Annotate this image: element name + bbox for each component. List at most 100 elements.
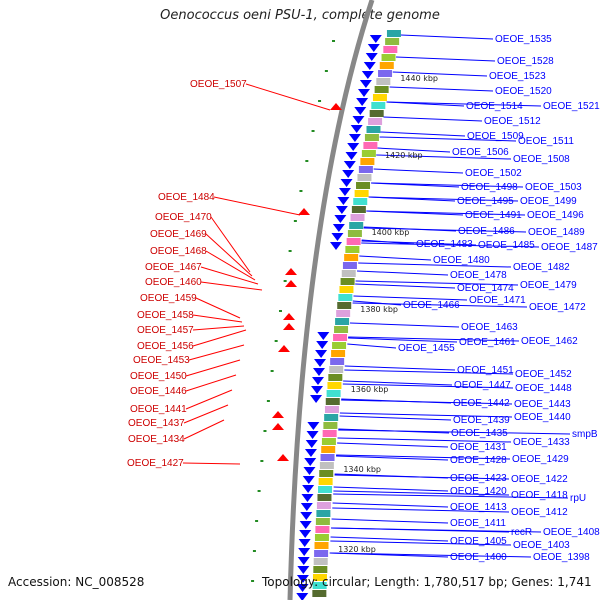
leader-line <box>210 216 251 273</box>
right-gene-label: OEOE_1480 <box>433 255 490 266</box>
leader-line <box>386 101 542 107</box>
gene-block <box>347 230 362 237</box>
forward-gene-arrow <box>300 503 313 511</box>
gene-block <box>333 334 348 341</box>
kbp-label: 1420 kbp <box>385 151 423 160</box>
gene-block <box>313 566 328 573</box>
left-gene-label: OEOE_1458 <box>137 310 194 321</box>
gene-block <box>369 110 384 117</box>
right-gene-label: rpU <box>570 493 586 504</box>
reverse-gene-arrow <box>330 103 342 110</box>
forward-gene-arrow <box>348 134 361 142</box>
leader-line <box>330 540 512 546</box>
gene-block <box>325 398 340 405</box>
leader-line <box>330 536 449 542</box>
reverse-gene-arrow <box>285 280 297 287</box>
gene-block <box>314 542 329 549</box>
forward-gene-arrow <box>310 395 323 403</box>
forward-gene-arrow <box>358 89 371 97</box>
right-gene-label: OEOE_1435 <box>451 428 508 439</box>
right-gene-label: OEOE_1472 <box>529 302 586 313</box>
left-gene-label: OEOE_1453 <box>133 355 190 366</box>
gene-block <box>326 390 341 397</box>
gene-block <box>317 494 332 501</box>
right-gene-label: OEOE_1429 <box>512 454 569 465</box>
gene-block <box>368 118 383 125</box>
leader-line <box>332 502 449 508</box>
right-gene-label: OEOE_1420 <box>450 486 507 497</box>
forward-gene-arrow <box>302 485 315 493</box>
forward-gene-arrow <box>345 152 358 160</box>
leader-line <box>332 507 510 513</box>
leader-line <box>333 493 569 499</box>
left-gene-label: OEOE_1507 <box>190 79 247 90</box>
gene-block <box>315 518 330 525</box>
tick-dot <box>251 580 255 582</box>
right-gene-label: OEOE_1448 <box>515 383 572 394</box>
leader-line <box>363 227 527 233</box>
leader-line <box>355 280 519 286</box>
right-gene-label: OEOE_1413 <box>450 502 507 513</box>
forward-gene-arrow <box>298 539 311 547</box>
tick-dot <box>332 40 336 42</box>
left-gene-label: OEOE_1427 <box>127 458 184 469</box>
gene-block <box>364 134 379 141</box>
forward-gene-arrow <box>331 233 344 241</box>
gene-block <box>327 382 342 389</box>
leader-line <box>337 437 512 443</box>
left-gene-label: OEOE_1468 <box>150 246 207 257</box>
right-gene-label: OEOE_1461 <box>459 337 516 348</box>
right-gene-label: OEOE_1483 <box>416 239 473 250</box>
gene-block <box>350 214 365 221</box>
right-gene-labels: OEOE_1535 OEOE_1528 OEOE_1523 OEOE_1520 OEOE… <box>398 34 600 563</box>
leader-line <box>389 86 494 92</box>
gene-block <box>332 342 347 349</box>
gene-block <box>349 222 364 229</box>
gene-block <box>344 254 359 261</box>
leader-line <box>395 56 496 62</box>
right-gene-label: OEOE_1496 <box>527 210 584 221</box>
forward-gene-arrow <box>354 107 367 115</box>
gene-block <box>329 366 344 373</box>
leader-line <box>368 196 519 202</box>
forward-gene-arrow <box>338 188 351 196</box>
tick-dots <box>251 40 336 582</box>
leader-line <box>358 262 512 268</box>
leader-line <box>336 455 449 461</box>
gene-block <box>357 174 372 181</box>
accession-text: Accession: NC_008528 <box>8 575 145 589</box>
leader-line <box>185 389 233 410</box>
tick-dot <box>263 430 267 432</box>
forward-gene-arrow <box>299 530 312 538</box>
leader-line <box>192 325 245 331</box>
leader-line <box>195 297 241 319</box>
gene-block <box>312 574 327 581</box>
forward-gene-arrow <box>342 170 355 178</box>
leader-line <box>359 255 432 261</box>
gene-block <box>321 438 336 445</box>
gene-block <box>320 454 335 461</box>
summary-text: Topology: circular; Length: 1,780,517 bp… <box>262 575 592 589</box>
forward-gene-arrow <box>305 440 318 448</box>
leader-line <box>339 412 513 418</box>
right-gene-label: OEOE_1405 <box>450 536 507 547</box>
gene-block <box>353 198 368 205</box>
gene-block <box>323 422 338 429</box>
right-gene-label: smpB <box>572 429 598 440</box>
gene-block <box>379 62 394 69</box>
right-gene-label: OEOE_1408 <box>543 527 600 538</box>
left-gene-labels: OEOE_1507 OEOE_1484 OEOE_1470 OEOE_1469 OEOE… <box>127 79 247 469</box>
right-gene-label: OEOE_1482 <box>513 262 570 273</box>
right-gene-label: OEOE_1486 <box>458 226 515 237</box>
right-gene-label: OEOE_1498 <box>461 182 518 193</box>
right-gene-label: OEOE_1509 <box>467 131 524 142</box>
leader-line <box>352 302 528 308</box>
right-gene-label: OEOE_1452 <box>515 369 572 380</box>
tick-dot <box>257 490 261 492</box>
right-gene-label: OEOE_1433 <box>513 437 570 448</box>
right-gene-label: OEOE_1479 <box>520 280 577 291</box>
leader-line <box>338 429 571 435</box>
right-gene-label: OEOE_1428 <box>450 455 507 466</box>
gene-block <box>315 526 330 533</box>
gene-block <box>316 502 331 509</box>
